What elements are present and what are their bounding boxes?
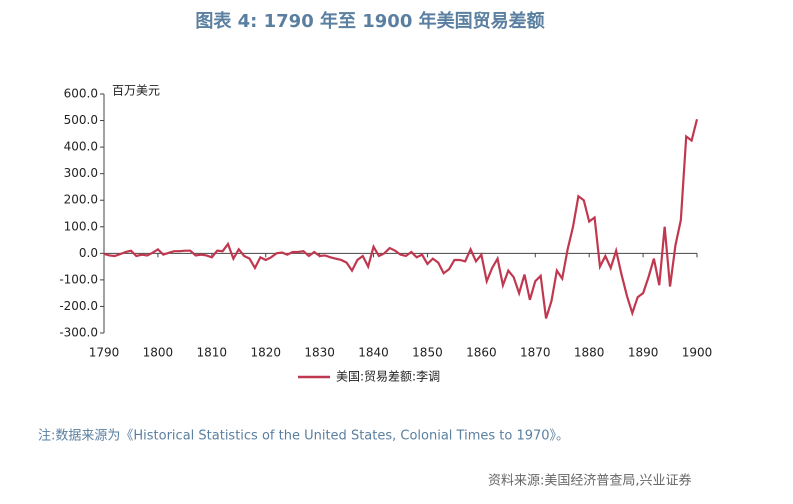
x-tick-label: 1900 xyxy=(682,346,713,360)
x-tick-label: 1890 xyxy=(628,346,659,360)
x-tick-label: 1830 xyxy=(304,346,335,360)
x-tick-label: 1870 xyxy=(520,346,551,360)
note: 注:数据来源为《Historical Statistics of the Uni… xyxy=(38,429,569,444)
y-tick-label: 500.0 xyxy=(64,113,98,127)
y-tick-label: 100.0 xyxy=(64,219,98,233)
legend-label: 美国:贸易差额:李调 xyxy=(336,369,440,384)
x-tick-label: 1820 xyxy=(250,346,281,360)
y-tick-label: 400.0 xyxy=(64,140,98,154)
x-tick-label: 1880 xyxy=(574,346,605,360)
y-tick-label: 0.0 xyxy=(79,246,98,260)
x-tick-label: 1790 xyxy=(89,346,120,360)
series-line xyxy=(103,118,699,319)
y-tick-label: -300.0 xyxy=(59,326,98,340)
x-tick-label: 1840 xyxy=(358,346,389,360)
y-axis-label: 百万美元 xyxy=(112,84,160,98)
y-tick-label: 300.0 xyxy=(64,166,98,180)
x-tick-label: 1850 xyxy=(412,346,443,360)
x-tick-label: 1800 xyxy=(143,346,174,360)
y-tick-label: -100.0 xyxy=(59,272,98,286)
x-tick-label: 1860 xyxy=(466,346,497,360)
chart-title: 图表 4: 1790 年至 1900 年美国贸易差额 xyxy=(195,10,544,32)
source: 资料来源:美国经济普查局,兴业证券 xyxy=(488,473,692,489)
y-tick-label: 200.0 xyxy=(64,193,98,207)
y-tick-label: 600.0 xyxy=(64,87,98,101)
y-tick-label: -200.0 xyxy=(59,299,98,313)
x-tick-label: 1810 xyxy=(197,346,228,360)
